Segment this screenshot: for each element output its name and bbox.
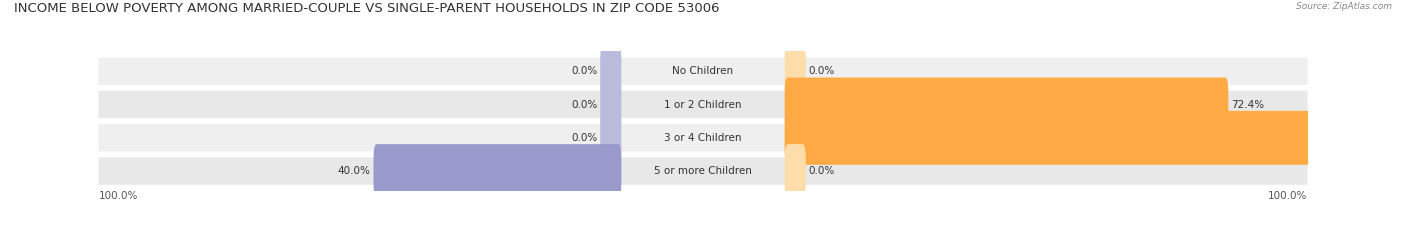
FancyBboxPatch shape	[374, 144, 621, 198]
Text: 40.0%: 40.0%	[337, 166, 371, 176]
FancyBboxPatch shape	[98, 158, 1308, 185]
Text: 0.0%: 0.0%	[808, 66, 835, 76]
Text: Source: ZipAtlas.com: Source: ZipAtlas.com	[1296, 2, 1392, 11]
Text: 100.0%: 100.0%	[1268, 191, 1308, 201]
FancyBboxPatch shape	[600, 78, 621, 131]
Text: 100.0%: 100.0%	[1340, 133, 1384, 143]
Text: 0.0%: 0.0%	[571, 99, 598, 110]
FancyBboxPatch shape	[98, 58, 1308, 85]
FancyBboxPatch shape	[785, 44, 806, 98]
Text: 0.0%: 0.0%	[571, 66, 598, 76]
Text: No Children: No Children	[672, 66, 734, 76]
FancyBboxPatch shape	[785, 144, 806, 198]
FancyBboxPatch shape	[785, 78, 1229, 131]
Text: 0.0%: 0.0%	[808, 166, 835, 176]
Text: 3 or 4 Children: 3 or 4 Children	[664, 133, 742, 143]
Text: 1 or 2 Children: 1 or 2 Children	[664, 99, 742, 110]
Text: 0.0%: 0.0%	[571, 133, 598, 143]
FancyBboxPatch shape	[785, 111, 1395, 165]
Text: 100.0%: 100.0%	[98, 191, 138, 201]
FancyBboxPatch shape	[600, 111, 621, 165]
FancyBboxPatch shape	[98, 124, 1308, 151]
Text: INCOME BELOW POVERTY AMONG MARRIED-COUPLE VS SINGLE-PARENT HOUSEHOLDS IN ZIP COD: INCOME BELOW POVERTY AMONG MARRIED-COUPL…	[14, 2, 720, 15]
Text: 72.4%: 72.4%	[1232, 99, 1264, 110]
FancyBboxPatch shape	[98, 91, 1308, 118]
FancyBboxPatch shape	[600, 44, 621, 98]
Text: 5 or more Children: 5 or more Children	[654, 166, 752, 176]
